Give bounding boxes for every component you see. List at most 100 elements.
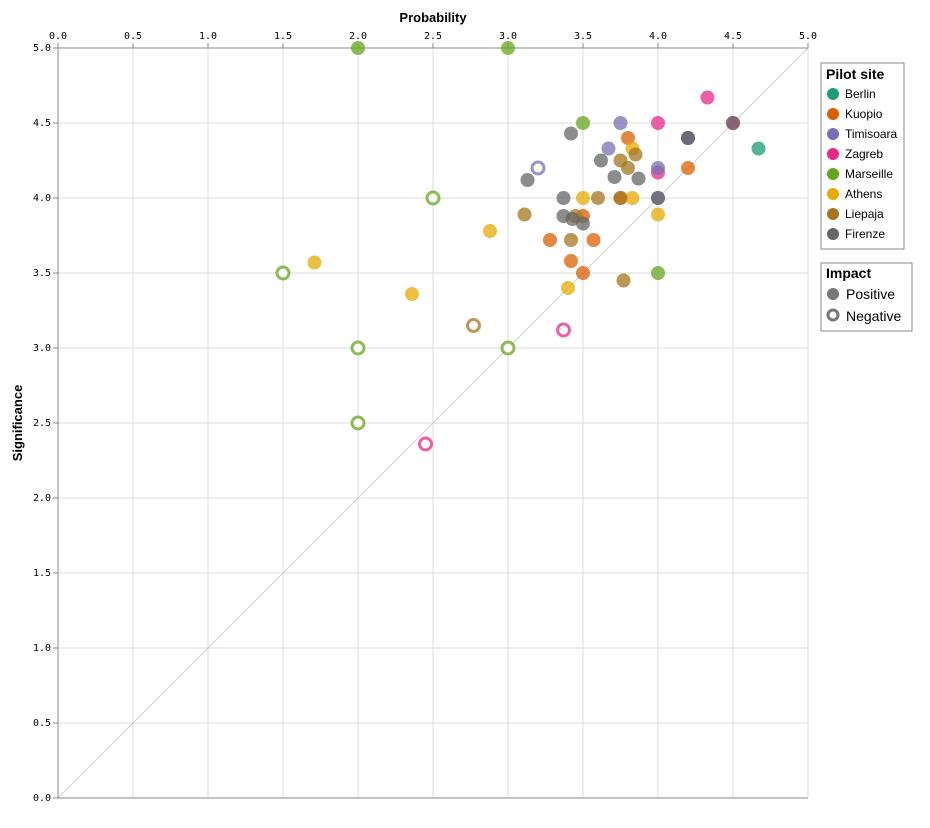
point-timisoara-negative[interactable] — [530, 160, 546, 176]
x-tick-label: 5.0 — [799, 31, 817, 42]
x-tick-label: 2.5 — [424, 31, 442, 42]
point-liepaja-positive[interactable] — [564, 233, 578, 247]
point-zagreb-negative[interactable] — [418, 436, 433, 452]
y-tick-label: 3.5 — [33, 268, 51, 279]
y-tick-label: 0.5 — [33, 718, 51, 729]
y-tick-label: 5.0 — [33, 43, 51, 54]
point-firenze-positive[interactable] — [576, 216, 590, 231]
point-firenze-positive[interactable] — [565, 212, 580, 226]
legend-label-marseille: Marseille — [845, 167, 893, 181]
legend-label-positive: Positive — [846, 286, 895, 302]
y-tick-label: 1.5 — [33, 568, 51, 579]
y-tick-label: 2.5 — [33, 418, 51, 429]
point-timisoara-positive[interactable] — [651, 161, 665, 175]
legend-marker-positive — [827, 288, 839, 300]
y-tick-label: 0.0 — [33, 793, 51, 804]
x-tick-label: 3.5 — [574, 31, 592, 42]
point-timisoara-positive[interactable] — [601, 141, 616, 156]
point-liepaja-positive[interactable] — [628, 147, 643, 162]
axes: 0.0 0.0 0.5 0.5 1.0 1.0 1.5 1.5 2.0 2.0 2.5 2.5 3.0 3… — [33, 31, 817, 804]
point-liepaja-positive[interactable] — [621, 161, 635, 175]
point-liepaja-positive[interactable] — [591, 191, 605, 205]
points — [275, 41, 766, 452]
shape-legend-title: Impact — [826, 265, 871, 281]
point-marseille-positive[interactable] — [651, 266, 665, 280]
legend-marker-kuopio — [827, 108, 839, 120]
point-liepaja-positive[interactable] — [613, 191, 628, 205]
y-tick-label: 2.0 — [33, 493, 51, 504]
point-firenze-positive[interactable] — [726, 116, 740, 130]
point-firenze-positive[interactable] — [651, 191, 665, 205]
point-marseille-negative[interactable] — [425, 190, 441, 206]
point-athens-positive[interactable] — [483, 224, 497, 238]
point-marseille-positive[interactable] — [351, 41, 365, 55]
point-liepaja-negative[interactable] — [466, 318, 481, 333]
point-firenze-positive[interactable] — [631, 171, 646, 186]
legend-label-athens: Athens — [845, 187, 882, 201]
point-athens-positive[interactable] — [576, 191, 590, 205]
point-zagreb-positive[interactable] — [700, 90, 715, 105]
legend-marker-berlin — [827, 88, 839, 100]
point-zagreb-positive[interactable] — [651, 116, 665, 130]
legend-label-firenze: Firenze — [845, 227, 885, 241]
legend-marker-marseille — [827, 168, 839, 180]
x-tick-label: 2.0 — [349, 31, 367, 42]
legend-marker-firenze — [827, 228, 839, 240]
x-tick-label: 0.0 — [49, 31, 67, 42]
point-athens-positive[interactable] — [405, 287, 419, 301]
legend-marker-timisoara — [827, 128, 839, 140]
y-axis-title: Significance — [10, 385, 25, 462]
point-firenze-positive[interactable] — [607, 170, 622, 184]
color-legend: Pilot site Berlin Kuopio Timisoara Zagreb Ma… — [820, 62, 905, 250]
point-firenze-positive[interactable] — [556, 191, 571, 205]
point-kuopio-positive[interactable] — [564, 254, 578, 268]
legend-label-negative: Negative — [846, 308, 901, 324]
x-tick-label: 3.0 — [499, 31, 517, 42]
point-liepaja-positive[interactable] — [616, 273, 631, 288]
x-tick-label: 4.0 — [649, 31, 667, 42]
legend-label-kuopio: Kuopio — [845, 107, 883, 121]
y-tick-label: 4.0 — [33, 193, 51, 204]
point-firenze-positive[interactable] — [520, 173, 535, 187]
point-marseille-negative[interactable] — [275, 265, 291, 281]
legend-label-berlin: Berlin — [845, 87, 876, 101]
point-marseille-positive[interactable] — [501, 41, 515, 55]
x-tick-label: 4.5 — [724, 31, 742, 42]
point-marseille-negative[interactable] — [350, 340, 366, 356]
point-liepaja-positive[interactable] — [517, 207, 532, 222]
color-legend-title: Pilot site — [826, 66, 885, 82]
legend-label-liepaja: Liepaja — [845, 207, 884, 221]
point-kuopio-positive[interactable] — [543, 233, 557, 247]
point-zagreb-negative[interactable] — [556, 322, 571, 338]
point-athens-positive[interactable] — [625, 191, 640, 205]
point-firenze-positive[interactable] — [681, 131, 695, 145]
point-kuopio-positive[interactable] — [576, 266, 590, 280]
y-tick-label: 4.5 — [33, 118, 51, 129]
x-tick-label: 1.5 — [274, 31, 292, 42]
point-kuopio-positive[interactable] — [621, 131, 635, 145]
y-tick-label: 3.0 — [33, 343, 51, 354]
point-marseille-negative[interactable] — [500, 340, 516, 356]
point-athens-positive[interactable] — [307, 255, 322, 270]
point-timisoara-positive[interactable] — [613, 116, 628, 130]
point-firenze-positive[interactable] — [594, 153, 608, 168]
shape-legend: Impact Positive Negative — [820, 262, 913, 332]
grid — [58, 47, 809, 798]
point-firenze-positive[interactable] — [564, 126, 578, 141]
legend-label-timisoara: Timisoara — [845, 127, 898, 141]
x-tick-label: 0.5 — [124, 31, 142, 42]
legend-label-zagreb: Zagreb — [845, 147, 883, 161]
point-athens-positive[interactable] — [651, 207, 665, 222]
x-tick-label: 1.0 — [199, 31, 217, 42]
x-axis-title: Probability — [399, 10, 467, 25]
legend-marker-negative — [826, 308, 840, 322]
point-kuopio-positive[interactable] — [586, 233, 601, 247]
point-kuopio-positive[interactable] — [681, 161, 695, 175]
point-marseille-positive[interactable] — [576, 116, 590, 130]
point-athens-positive[interactable] — [561, 281, 575, 295]
legend-marker-athens — [827, 188, 839, 200]
legend-marker-zagreb — [827, 148, 839, 160]
point-berlin-positive[interactable] — [751, 141, 766, 156]
point-marseille-negative[interactable] — [350, 415, 366, 431]
